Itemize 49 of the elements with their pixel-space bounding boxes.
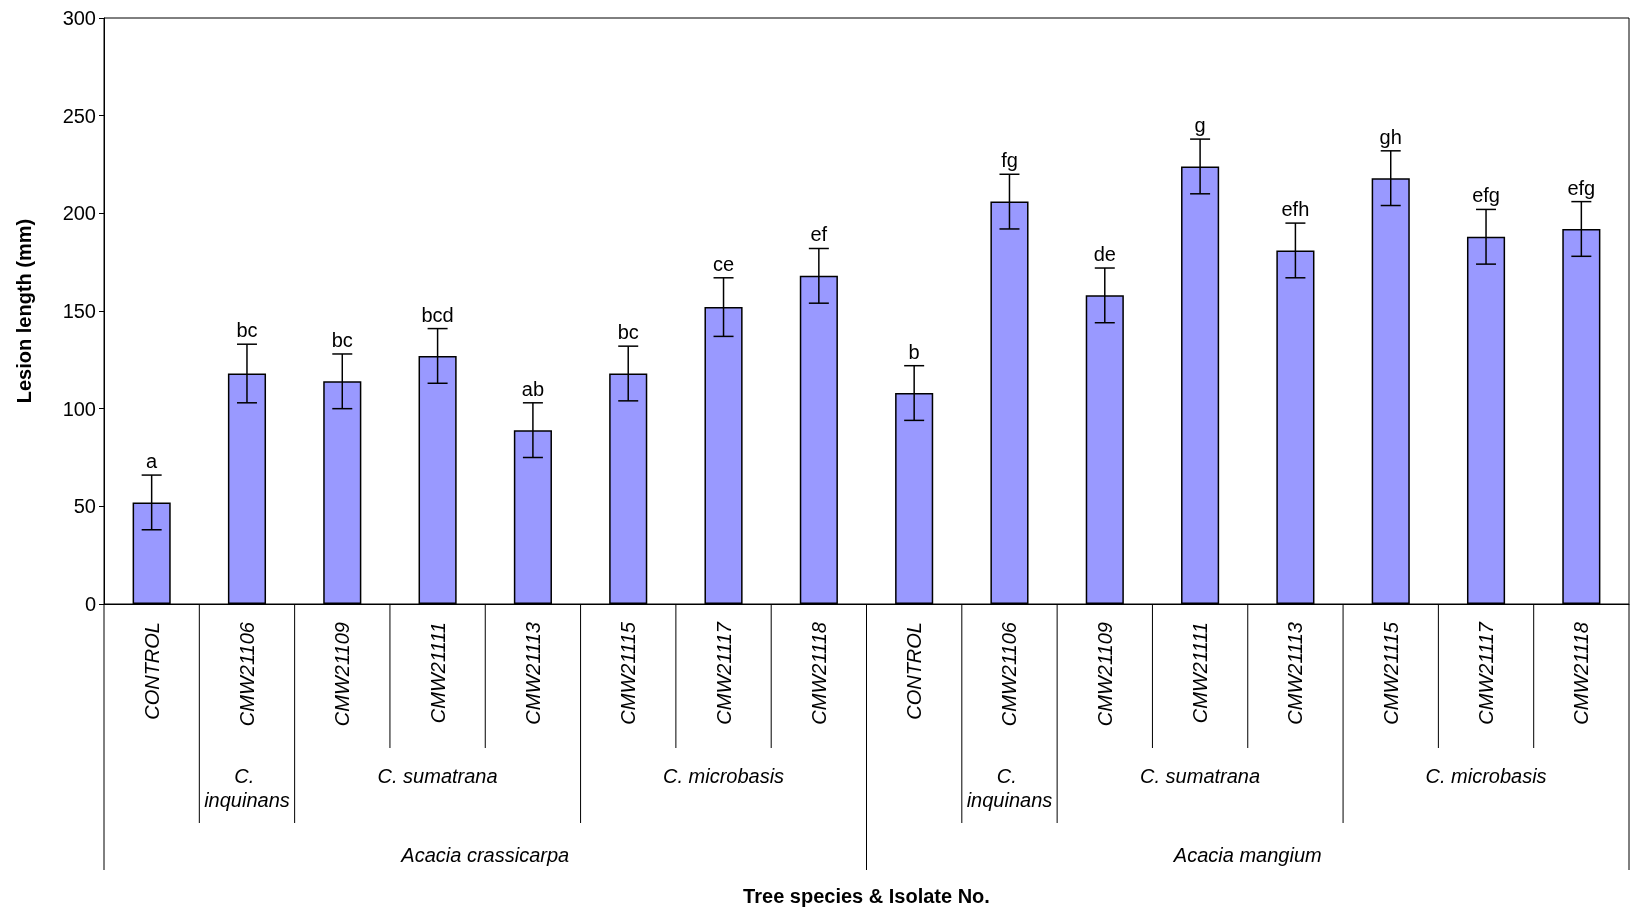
text: C. inquinans (204, 765, 290, 811)
x-tick-label: CMW21106 (998, 621, 1021, 727)
y-tick-label: 300 (62, 7, 96, 29)
x-tick-label: CMW21113 (1284, 622, 1307, 725)
x-tick-label: CMW21117 (712, 621, 735, 725)
text: Tree species & Isolate No. (743, 885, 990, 907)
data-label: fg (1001, 149, 1018, 172)
x-tick-label: CMW21111 (426, 622, 449, 724)
x-tick-label: CMW21115 (617, 621, 640, 725)
text: C. sumatrana (377, 765, 498, 787)
y-tick-label: 150 (62, 300, 96, 322)
x-tick-label: CMW21109 (331, 622, 354, 727)
data-label: efh (1281, 198, 1310, 221)
text: C. microbasis (662, 765, 785, 787)
data-label: efg (1472, 184, 1500, 207)
y-axis-title: Lesion length (mm) (13, 218, 35, 404)
text: C. sumatrana (1140, 765, 1261, 787)
data-label: b (908, 340, 920, 363)
data-label: g (1194, 114, 1206, 137)
y-tick-label: 0 (84, 593, 96, 615)
text: Acacia crassicarpa (400, 844, 570, 866)
x-tick-label: CMW21113 (521, 622, 544, 725)
x-tick-label: CMW21115 (1379, 621, 1402, 725)
x-tick-label: CMW21117 (1475, 621, 1498, 725)
x-tick-label: CONTROL (140, 622, 163, 720)
y-tick-label: 50 (73, 495, 96, 518)
x-tick-label: CMW21106 (235, 621, 258, 727)
x-tick-label: CMW21118 (1570, 622, 1593, 725)
data-label: bc (331, 328, 353, 351)
data-label: efg (1567, 176, 1596, 199)
y-tick-label: 250 (62, 104, 96, 127)
x-tick-label: CMW21118 (807, 622, 830, 725)
x-tick-label: CONTROL (903, 622, 926, 720)
data-label: bc (617, 321, 639, 344)
y-tick-label: 100 (62, 397, 96, 420)
data-label: bcd (421, 303, 454, 326)
data-label: a (146, 450, 159, 473)
data-label: ce (712, 252, 735, 275)
data-label: de (1093, 243, 1116, 266)
data-label: bc (236, 319, 258, 342)
text: C. inquinans (966, 765, 1053, 811)
text: Acacia mangium (1172, 844, 1322, 866)
x-tick-label: CMW21111 (1189, 622, 1212, 724)
data-label: ef (810, 223, 828, 246)
x-tick-label: CMW21109 (1093, 622, 1116, 727)
data-label: gh (1379, 125, 1402, 148)
text: C. microbasis (1425, 765, 1547, 787)
y-tick-label: 200 (62, 202, 96, 225)
data-label: ab (521, 377, 545, 400)
